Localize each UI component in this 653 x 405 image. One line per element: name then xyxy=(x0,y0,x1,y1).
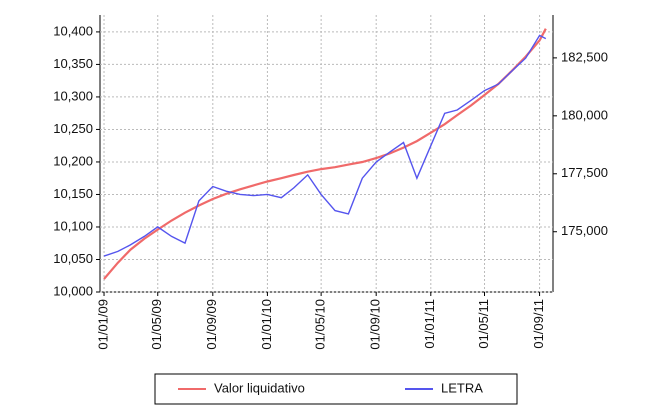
x-tick-label: 01/09/09 xyxy=(204,299,219,350)
y-tick-label: 10,200 xyxy=(53,153,93,168)
y-tick-label: 10,250 xyxy=(53,121,93,136)
y-tick-label: 10,400 xyxy=(53,23,93,38)
legend-label: LETRA xyxy=(441,380,483,395)
y-tick-label: 10,000 xyxy=(53,283,93,298)
legend-label: Valor liquidativo xyxy=(214,380,305,395)
y2-tick-label: 180,000 xyxy=(561,107,608,122)
x-tick-label: 01/09/11 xyxy=(531,299,546,349)
y-tick-label: 10,300 xyxy=(53,88,93,103)
x-tick-label: 01/09/10 xyxy=(368,299,383,350)
x-tick-label: 01/01/11 xyxy=(422,299,437,349)
legend-box xyxy=(154,373,518,405)
x-tick-label: 01/05/09 xyxy=(149,299,164,350)
y-tick-label: 10,150 xyxy=(53,186,93,201)
y-tick-label: 10,350 xyxy=(53,56,93,71)
x-tick-label: 01/05/11 xyxy=(476,299,491,349)
y2-tick-label: 175,000 xyxy=(561,223,608,238)
series-line xyxy=(103,28,547,280)
series-line xyxy=(103,34,547,257)
x-tick-label: 01/01/09 xyxy=(95,299,110,350)
y2-tick-label: 182,500 xyxy=(561,49,608,64)
y-tick-label: 10,050 xyxy=(53,251,93,266)
y-tick-label: 10,100 xyxy=(53,218,93,233)
x-tick-label: 01/05/10 xyxy=(313,299,328,350)
y2-tick-label: 177,500 xyxy=(561,165,608,180)
x-tick-label: 01/01/10 xyxy=(259,299,274,350)
